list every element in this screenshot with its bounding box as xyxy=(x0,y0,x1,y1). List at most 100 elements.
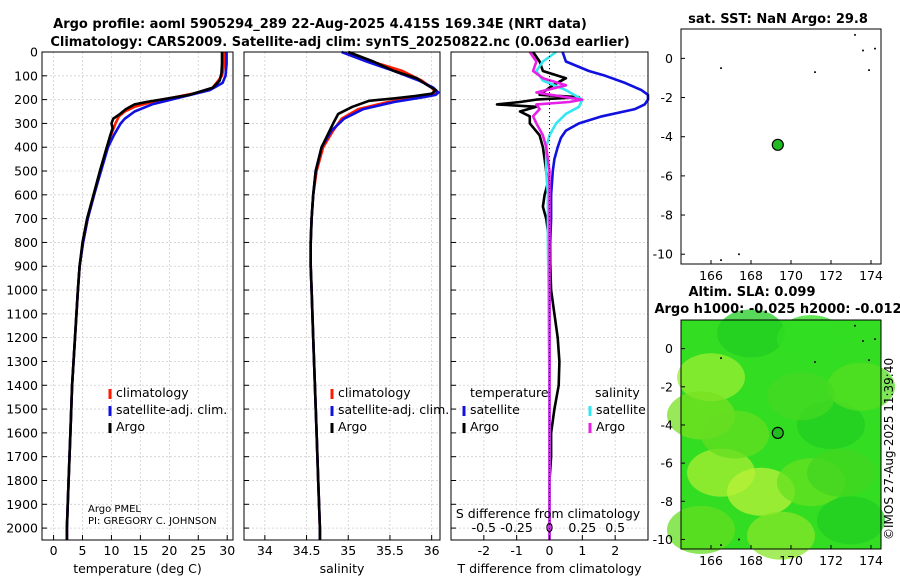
sst-map-panel: 166 168 170 172 174 0 -2 -4 -6 -8 -10 sat. SST: NaN… xyxy=(653,12,883,283)
difference-panel: -2 -1 0 1 2 T difference from climatology -0.5… xyxy=(450,50,650,576)
x-tick-label: 1 xyxy=(578,543,586,558)
island-dot xyxy=(862,339,864,342)
y-tick-label: 0 xyxy=(665,51,673,66)
sla-field-patch xyxy=(777,315,845,364)
x-tick-label: 0 xyxy=(546,543,554,558)
x-tick-label: 35 xyxy=(340,543,356,558)
island-dot xyxy=(720,544,722,547)
y-tick-label: 300 xyxy=(14,116,38,131)
series-line-salinity-argo xyxy=(528,51,584,540)
island-dot xyxy=(868,69,870,72)
x-tick-label: 34.5 xyxy=(293,543,321,558)
salinity-panel: 34 34.5 35 35.5 36 salinity climatology satelli… xyxy=(243,50,449,576)
island-dot xyxy=(720,67,722,70)
y-tick-label: 1300 xyxy=(6,354,38,369)
y-tick-label: 1900 xyxy=(6,497,38,512)
island-dot xyxy=(854,324,856,327)
island-dot xyxy=(814,360,816,363)
y-tick-label: 1600 xyxy=(6,425,38,440)
legend-label: satellite-adj. clim. xyxy=(116,402,227,417)
x-tick-label: 172 xyxy=(819,553,843,568)
s-axis-label: S difference from climatology xyxy=(456,506,641,521)
x-tick-label: 166 xyxy=(699,553,723,568)
x-tick-label: 170 xyxy=(779,268,803,283)
legend-label: satellite xyxy=(470,402,520,417)
y-tick-label: 0 xyxy=(665,341,673,356)
x-tick-label: 168 xyxy=(739,553,763,568)
y-tick-label: 100 xyxy=(14,68,38,83)
y-tick-label: -10 xyxy=(653,247,673,262)
y-tick-label: 1700 xyxy=(6,449,38,464)
island-dot xyxy=(874,338,876,341)
credit-line-2: PI: GREGORY C. JOHNSON xyxy=(88,516,217,527)
x-tick-label: 36 xyxy=(424,543,440,558)
y-tick-label: 600 xyxy=(14,187,38,202)
figure-title-line2: Climatology: CARS2009. Satellite-adj cli… xyxy=(50,35,629,50)
legend-label: satellite-adj. clim. xyxy=(338,402,449,417)
island-dot xyxy=(738,538,740,541)
x-tick-label: 2 xyxy=(611,543,619,558)
x-tick-label: 35.5 xyxy=(376,543,404,558)
x-axis-label: salinity xyxy=(320,561,365,576)
y-tick-label: -8 xyxy=(661,494,674,509)
y-tick-label: -6 xyxy=(661,456,674,471)
argo-float-marker xyxy=(771,138,784,151)
sla-field-patch xyxy=(667,505,735,554)
x-axis-label: T difference from climatology xyxy=(456,561,642,576)
y-tick-label: 2000 xyxy=(6,521,38,536)
y-tick-label: -2 xyxy=(661,379,673,394)
sla-field-patch xyxy=(767,372,835,421)
y-tick-label: 1000 xyxy=(6,283,38,298)
x-tick-label: -2 xyxy=(478,543,490,558)
map-frame xyxy=(680,28,882,265)
y-tick-label: 1400 xyxy=(6,378,38,393)
x-tick-label: 20 xyxy=(161,543,177,558)
x-tick-label: -1 xyxy=(510,543,522,558)
series-line-argo xyxy=(65,52,224,540)
sla-field-patch xyxy=(807,448,875,497)
island-dot xyxy=(814,71,816,74)
y-tick-label: 500 xyxy=(14,164,38,179)
x-tick-label: 174 xyxy=(859,268,883,283)
sla-field-patch xyxy=(701,410,769,459)
y-tick-label: 0 xyxy=(30,45,38,60)
series-line-temperature-satellite xyxy=(548,51,650,540)
x-tick-label: 25 xyxy=(190,543,206,558)
legend-label: satellite xyxy=(596,402,646,417)
x-tick-label: 0 xyxy=(50,543,58,558)
x-tick-label: 34 xyxy=(257,543,273,558)
x-tick-label: 172 xyxy=(819,268,843,283)
island-dot xyxy=(862,49,864,52)
s-tick-label: 0.25 xyxy=(568,520,596,535)
y-tick-label: -8 xyxy=(661,208,674,223)
legend-label: Argo xyxy=(338,419,367,434)
plot-frame xyxy=(243,51,441,541)
island-dot xyxy=(720,357,722,360)
island-dot xyxy=(720,259,722,262)
y-tick-label: -4 xyxy=(661,417,674,432)
y-tick-label: 900 xyxy=(14,259,38,274)
series-line-argo xyxy=(309,50,438,540)
legend-label: climatology xyxy=(116,385,189,400)
x-tick-label: 168 xyxy=(739,268,763,283)
y-tick-label: 1500 xyxy=(6,402,38,417)
s-tick-label: 0.5 xyxy=(605,520,625,535)
y-tick-label: 200 xyxy=(14,92,38,107)
series-line-climatology xyxy=(309,50,438,540)
x-tick-label: 174 xyxy=(859,553,883,568)
y-tick-label: -2 xyxy=(661,90,673,105)
x-tick-label: 15 xyxy=(132,543,148,558)
imos-watermark: ©IMOS 27-Aug-2025 11:39:40 xyxy=(882,358,896,540)
sla-field-patch xyxy=(717,309,785,358)
y-tick-label: -6 xyxy=(661,168,674,183)
x-tick-label: 166 xyxy=(699,268,723,283)
legend-label: Argo xyxy=(596,419,625,434)
s-tick-label: -0.5 xyxy=(472,520,496,535)
legend-label: Argo xyxy=(470,419,499,434)
argo-float-marker xyxy=(771,426,784,439)
legend-label: Argo xyxy=(116,419,145,434)
sla-map-title-line1: Altim. SLA: 0.099 xyxy=(689,285,816,300)
y-tick-label: 1200 xyxy=(6,330,38,345)
y-tick-label: 700 xyxy=(14,211,38,226)
